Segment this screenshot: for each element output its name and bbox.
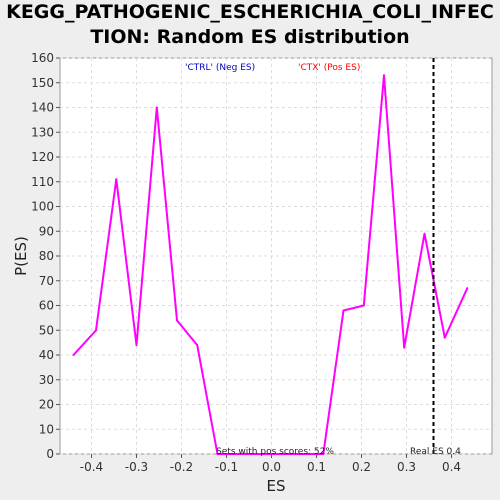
- x-tick-label: -0.2: [170, 460, 193, 474]
- y-tick-label: 70: [39, 274, 54, 288]
- y-tick-label: 90: [39, 224, 54, 238]
- y-tick-label: 20: [39, 398, 54, 412]
- data-point: [403, 346, 406, 349]
- data-point: [302, 453, 304, 455]
- x-tick-label: 0.0: [262, 460, 281, 474]
- x-tick-label: -0.1: [215, 460, 238, 474]
- chart-title-line-1: KEGG_PATHOGENIC_ESCHERICHIA_COLI_INFEC: [6, 1, 494, 23]
- data-point: [342, 309, 345, 312]
- data-point: [216, 453, 219, 455]
- real-es-label: Real ES 0.4: [410, 447, 461, 457]
- data-point: [95, 329, 97, 332]
- data-point: [257, 453, 259, 455]
- data-point: [236, 453, 239, 455]
- x-axis-ticks: -0.4 -0.3 -0.2 -0.1 0.0 0.1 0.2 0.3 0.4: [80, 454, 461, 474]
- legend-ctx: 'CTX' (Pos ES): [298, 63, 360, 73]
- y-tick-label: 40: [39, 348, 54, 362]
- series-group: [72, 74, 469, 455]
- data-point: [196, 344, 199, 347]
- chart-title-line-2: TION: Random ES distribution: [90, 26, 410, 48]
- y-tick-label: 80: [39, 249, 54, 263]
- x-tick-label: 0.2: [352, 460, 371, 474]
- x-tick-label: -0.3: [125, 460, 148, 474]
- chart-title: KEGG_PATHOGENIC_ESCHERICHIA_COLI_INFEC T…: [0, 0, 500, 50]
- legend-ctrl: 'CTRL' (Neg ES): [185, 63, 255, 73]
- data-point: [279, 453, 282, 455]
- x-tick-label: 0.4: [442, 460, 461, 474]
- data-point: [115, 178, 118, 181]
- y-tick-label: 100: [31, 200, 54, 214]
- data-point: [466, 287, 469, 290]
- series-line: [72, 74, 469, 455]
- y-tick-label: 10: [39, 422, 54, 436]
- data-point: [135, 344, 138, 347]
- y-axis-ticks: 0 10 20 30 40 50 60 70 80 90 100 110 120 130 140 150 160: [31, 51, 60, 461]
- data-point: [383, 74, 385, 77]
- y-axis-label: P(ES): [12, 236, 30, 276]
- data-point: [72, 354, 75, 356]
- x-tick-label: 0.1: [307, 460, 326, 474]
- y-tick-label: 30: [39, 373, 54, 387]
- x-tick-label: 0.3: [397, 460, 416, 474]
- y-tick-label: 150: [31, 76, 54, 90]
- data-point: [155, 106, 158, 109]
- y-tick-label: 120: [31, 150, 54, 164]
- y-tick-label: 0: [46, 447, 54, 461]
- pos-scores-annotation: Sets with pos scores: 52%: [216, 447, 334, 457]
- y-tick-label: 160: [31, 51, 54, 65]
- y-tick-label: 50: [39, 323, 54, 337]
- y-tick-label: 140: [31, 101, 54, 115]
- data-point: [443, 336, 446, 339]
- data-point: [322, 453, 325, 455]
- x-tick-label: -0.4: [80, 460, 103, 474]
- y-tick-label: 60: [39, 299, 54, 313]
- y-tick-label: 110: [31, 175, 54, 189]
- data-point: [176, 319, 178, 322]
- data-point: [423, 232, 426, 235]
- x-axis-label: ES: [267, 477, 286, 495]
- y-tick-label: 130: [31, 125, 54, 139]
- data-point: [362, 304, 365, 307]
